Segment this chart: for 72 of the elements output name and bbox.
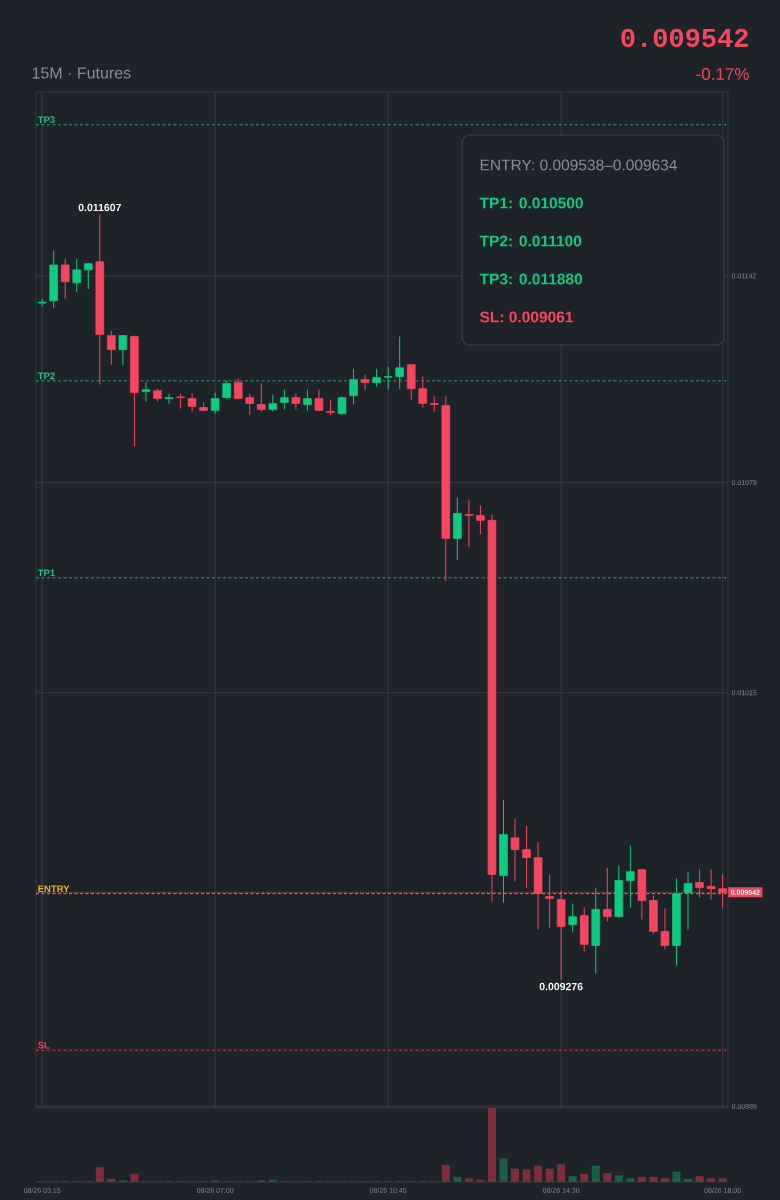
bar [511,1168,520,1182]
ref-line-label: ENTRY [38,885,70,892]
candlestick [222,380,231,401]
candlestick [476,504,485,535]
candlestick [626,845,635,908]
candlestick [72,258,82,293]
bar [603,1173,612,1182]
annotation: 0.009276 [539,982,583,991]
candlestick [360,374,370,391]
candlestick [464,499,474,548]
bar [614,1175,623,1182]
bar [660,1178,669,1182]
bar [464,1178,473,1182]
bar [580,1173,589,1182]
bar [568,1176,577,1182]
candlestick [245,393,255,416]
ref-line-label: TP3 [37,116,55,124]
candlestick [84,262,93,290]
annotation: ENTRY: 0.009538–0.009634 [480,159,677,171]
text: 0.009542 [621,28,748,48]
ref-line-label: TP2 [37,372,55,380]
candlestick [303,389,312,411]
bar [487,1108,496,1182]
bar [695,1176,704,1182]
candlestick [118,334,128,366]
ref-line-label: TP1 [37,569,55,577]
candlestick [37,298,47,308]
bar [522,1169,531,1182]
candlestick [568,902,577,932]
candlestick [233,378,243,400]
annotation: 0.011607 [78,203,121,212]
bar [707,1178,716,1182]
chart-subtitle: 15M · Futures [32,67,131,79]
bar [591,1165,600,1182]
candlestick [660,907,670,950]
bar [637,1176,646,1182]
bar [441,1164,450,1182]
candlestick [107,330,116,366]
ref-line-label: SL [37,1041,50,1049]
candlestick [683,871,693,930]
bar [534,1165,543,1182]
candlestick [60,258,70,300]
candlestick [406,363,416,401]
bar [626,1178,635,1182]
annotation: TP3: 0.011880 [479,273,583,285]
bar [107,1179,116,1182]
bar [718,1178,727,1182]
candlestick [418,376,428,408]
candlestick [280,389,289,410]
candlestick [141,381,151,403]
bar [649,1176,658,1182]
candlestick [164,393,174,404]
annotation: SL: 0.009061 [479,311,573,323]
bar [545,1168,554,1182]
annotation: TP2: 0.011100 [479,235,582,247]
bar [672,1171,681,1182]
bar [684,1179,693,1182]
bar [499,1158,508,1182]
candlestick [395,336,404,390]
candlestick [383,366,393,391]
candlestick [291,393,301,410]
candlestick [522,825,531,889]
candlestick [510,818,520,882]
candlestick [257,382,266,412]
bar [95,1167,104,1182]
annotation: TP1: 0.010500 [479,197,583,209]
text: -0.17% [696,67,749,81]
candlestick [349,368,358,405]
bar [130,1173,139,1182]
candlestick [210,392,220,415]
bar [453,1176,462,1182]
bar [557,1164,566,1182]
